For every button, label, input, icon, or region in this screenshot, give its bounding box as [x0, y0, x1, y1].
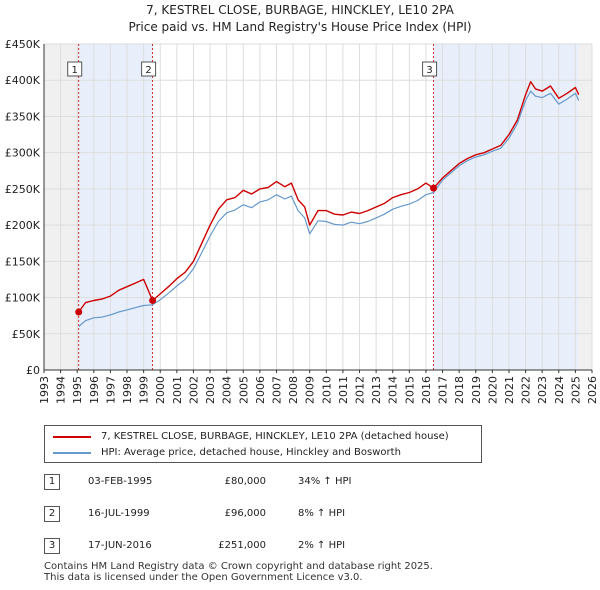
y-tick-label: £0: [26, 364, 40, 377]
table-row: 1 03-FEB-1995 £80,000 34% ↑ HPI: [44, 472, 444, 492]
x-tick-label: 2016: [420, 376, 433, 404]
price-paid-line: [78, 80, 580, 313]
x-tick-label: 1997: [104, 376, 117, 404]
x-tick-label: 2020: [486, 376, 499, 404]
sale-price: £80,000: [224, 476, 266, 487]
axes: [43, 44, 592, 371]
y-tick-label: £250K: [5, 183, 41, 196]
y-tick-label: £450K: [5, 38, 41, 51]
y-tick-label: £100K: [5, 292, 41, 305]
pre-sale-region: [44, 44, 79, 370]
x-tick-label: 2024: [553, 376, 566, 404]
sale-label-box: [422, 61, 438, 77]
x-tick-label: 1995: [71, 376, 84, 404]
x-tick-label: 2009: [304, 376, 317, 404]
y-tick-label: £50K: [12, 328, 41, 341]
sale-hpi-change: 8% ↑ HPI: [298, 508, 346, 519]
sale-label-box: [67, 61, 83, 77]
x-tick-label: 1998: [121, 376, 134, 404]
sale-number: 3: [44, 538, 60, 554]
y-tick-label: £200K: [5, 219, 41, 232]
future-region: [578, 44, 592, 370]
y-tick-labels: £0 £50K £100K £150K £200K £250K £300K £350K £400…: [5, 38, 41, 377]
x-tick-label: 1999: [138, 376, 151, 404]
x-tick-label: 1996: [88, 376, 101, 404]
x-tick-label: 2004: [221, 376, 234, 404]
sale-number: 1: [44, 474, 60, 490]
x-tick-label: 2022: [520, 376, 533, 404]
legend-item-price: 7, KESTREL CLOSE, BURBAGE, HINCKLEY, LE1…: [53, 429, 449, 444]
x-tick-label: 2008: [287, 376, 300, 404]
x-tick-label: 1994: [55, 376, 68, 404]
x-tick-label: 2006: [254, 376, 267, 404]
x-tick-labels: 1993 1994 1995 1996 1997 1998 1999 2000 2001 2002…: [38, 370, 599, 404]
sale-number: 2: [44, 506, 60, 522]
sale-point: [430, 184, 438, 192]
y-tick-label: £350K: [5, 110, 41, 123]
x-tick-label: 2005: [237, 376, 250, 404]
x-tick-label: 2007: [270, 376, 283, 404]
footer-line-2: This data is licensed under the Open Gov…: [44, 572, 363, 583]
sale-markers: [75, 184, 438, 316]
table-row: 3 17-JUN-2016 £251,000 2% ↑ HPI: [44, 536, 444, 556]
x-tick-label: 2014: [387, 376, 400, 404]
x-tick-label: 2012: [354, 376, 367, 404]
x-tick-label: 2025: [569, 376, 582, 404]
y-tick-label: £400K: [5, 74, 41, 87]
legend-item-hpi: HPI: Average price, detached house, Hinc…: [53, 445, 401, 460]
x-tick-label: 2003: [204, 376, 217, 404]
sale-hpi-change: 2% ↑ HPI: [298, 540, 346, 551]
x-tick-label: 2018: [453, 376, 466, 404]
title-line-1: 7, KESTREL CLOSE, BURBAGE, HINCKLEY, LE1…: [146, 3, 454, 17]
x-tick-label: 2015: [403, 376, 416, 404]
chart-title: 7, KESTREL CLOSE, BURBAGE, HINCKLEY, LE1…: [0, 2, 600, 36]
sale-date: 17-JUN-2016: [88, 540, 152, 551]
sale-label-text: 2: [145, 65, 151, 76]
sale-point: [149, 296, 157, 304]
hpi-line: [78, 90, 580, 327]
x-tick-label: 2011: [337, 376, 350, 404]
y-tick-label: £150K: [5, 255, 41, 268]
ownership-region: [78, 44, 153, 370]
sale-label-text: 3: [426, 65, 432, 76]
x-tick-label: 2019: [470, 376, 483, 404]
sale-date: 03-FEB-1995: [88, 476, 153, 487]
ownership-region: [433, 44, 579, 370]
footer-line-1: Contains HM Land Registry data © Crown c…: [44, 561, 433, 572]
sale-price: £251,000: [218, 540, 266, 551]
x-tick-label: 2017: [437, 376, 450, 404]
title-line-2: Price paid vs. HM Land Registry's House …: [128, 20, 472, 34]
price-chart: 1 2 3 £0 £50K £100K £150K £200K £250K £300K £350K…: [5, 38, 599, 404]
x-tick-label: 2026: [586, 376, 599, 404]
legend-swatch-price: [53, 435, 91, 438]
sale-point: [75, 308, 83, 316]
shaded-regions: [44, 44, 592, 370]
x-tick-label: 2023: [536, 376, 549, 404]
series-lines: [78, 80, 580, 327]
x-tick-label: 2013: [370, 376, 383, 404]
x-tick-label: 2000: [154, 376, 167, 404]
sale-labels: 1 2 3: [67, 61, 438, 77]
legend: 7, KESTREL CLOSE, BURBAGE, HINCKLEY, LE1…: [44, 425, 482, 463]
sale-price: £96,000: [224, 508, 266, 519]
y-tick-label: £300K: [5, 147, 41, 160]
sale-hpi-change: 34% ↑ HPI: [298, 476, 352, 487]
legend-label-price: 7, KESTREL CLOSE, BURBAGE, HINCKLEY, LE1…: [101, 431, 449, 442]
footer-attribution: Contains HM Land Registry data © Crown c…: [44, 561, 433, 583]
sale-date: 16-JUL-1999: [88, 508, 150, 519]
x-tick-label: 1993: [38, 376, 51, 404]
x-tick-label: 2010: [320, 376, 333, 404]
legend-swatch-hpi: [53, 451, 91, 454]
x-tick-label: 2001: [171, 376, 184, 404]
sale-label-box: [141, 61, 157, 77]
x-tick-label: 2002: [187, 376, 200, 404]
sale-label-text: 1: [72, 65, 78, 76]
table-row: 2 16-JUL-1999 £96,000 8% ↑ HPI: [44, 504, 444, 524]
x-tick-label: 2021: [503, 376, 516, 404]
legend-label-hpi: HPI: Average price, detached house, Hinc…: [101, 447, 401, 458]
